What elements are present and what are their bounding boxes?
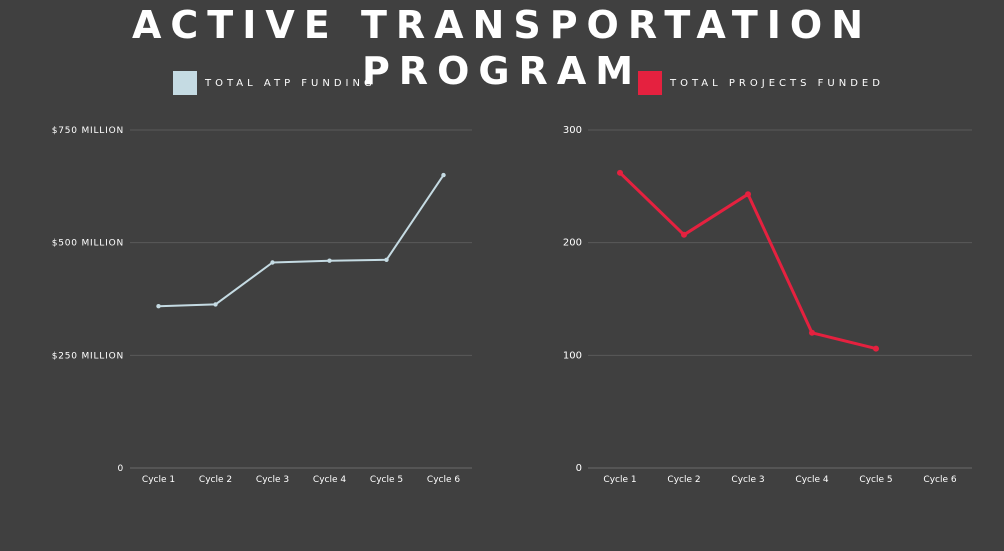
data-point-1-2 — [745, 191, 751, 198]
y-tick-label-0-3: 0 — [117, 464, 124, 474]
data-point-0-0 — [156, 304, 161, 309]
page-title: ACTIVE TRANSPORTATION PROGRAM — [131, 3, 873, 93]
y-tick-label-1-3: 0 — [576, 463, 582, 474]
x-tick-label-0-1: Cycle 2 — [199, 475, 232, 485]
data-point-0-3 — [327, 258, 332, 263]
x-tick-label-1-3: Cycle 4 — [795, 475, 828, 485]
data-point-0-1 — [213, 302, 218, 307]
data-point-1-3 — [809, 329, 815, 336]
legend-label-1: TOTAL PROJECTS FUNDED — [669, 78, 884, 89]
data-point-1-4 — [873, 345, 879, 352]
legend-swatch-1 — [638, 71, 662, 95]
y-tick-label-0-0: $750 MILLION — [52, 126, 124, 136]
x-tick-label-1-2: Cycle 3 — [731, 475, 764, 485]
x-tick-label-1-4: Cycle 5 — [859, 475, 892, 485]
series-line-1 — [618, 171, 877, 351]
data-point-1-0 — [617, 169, 623, 176]
legend-label-0: TOTAL ATP FUNDING — [204, 78, 376, 89]
y-tick-label-1-0: 300 — [563, 125, 582, 136]
y-tick-label-1-2: 100 — [563, 350, 582, 361]
series-line-0 — [158, 174, 445, 308]
x-tick-label-1-0: Cycle 1 — [603, 475, 636, 485]
data-point-0-5 — [441, 172, 446, 178]
x-tick-label-0-5: Cycle 6 — [427, 475, 460, 485]
x-tick-label-0-3: Cycle 4 — [313, 475, 346, 485]
data-point-0-4 — [384, 257, 389, 262]
x-tick-label-0-2: Cycle 3 — [256, 475, 289, 485]
y-tick-label-0-2: $250 MILLION — [52, 351, 124, 361]
x-tick-label-0-4: Cycle 5 — [370, 475, 403, 485]
x-tick-label-1-1: Cycle 2 — [667, 475, 700, 485]
y-tick-label-0-1: $500 MILLION — [52, 239, 124, 249]
y-tick-label-1-1: 200 — [563, 238, 582, 249]
data-point-1-1 — [681, 231, 687, 238]
legend-swatch-0 — [173, 71, 197, 95]
x-tick-label-0-0: Cycle 1 — [142, 475, 175, 485]
data-point-0-2 — [270, 260, 275, 265]
x-tick-label-1-5: Cycle 6 — [923, 475, 956, 485]
